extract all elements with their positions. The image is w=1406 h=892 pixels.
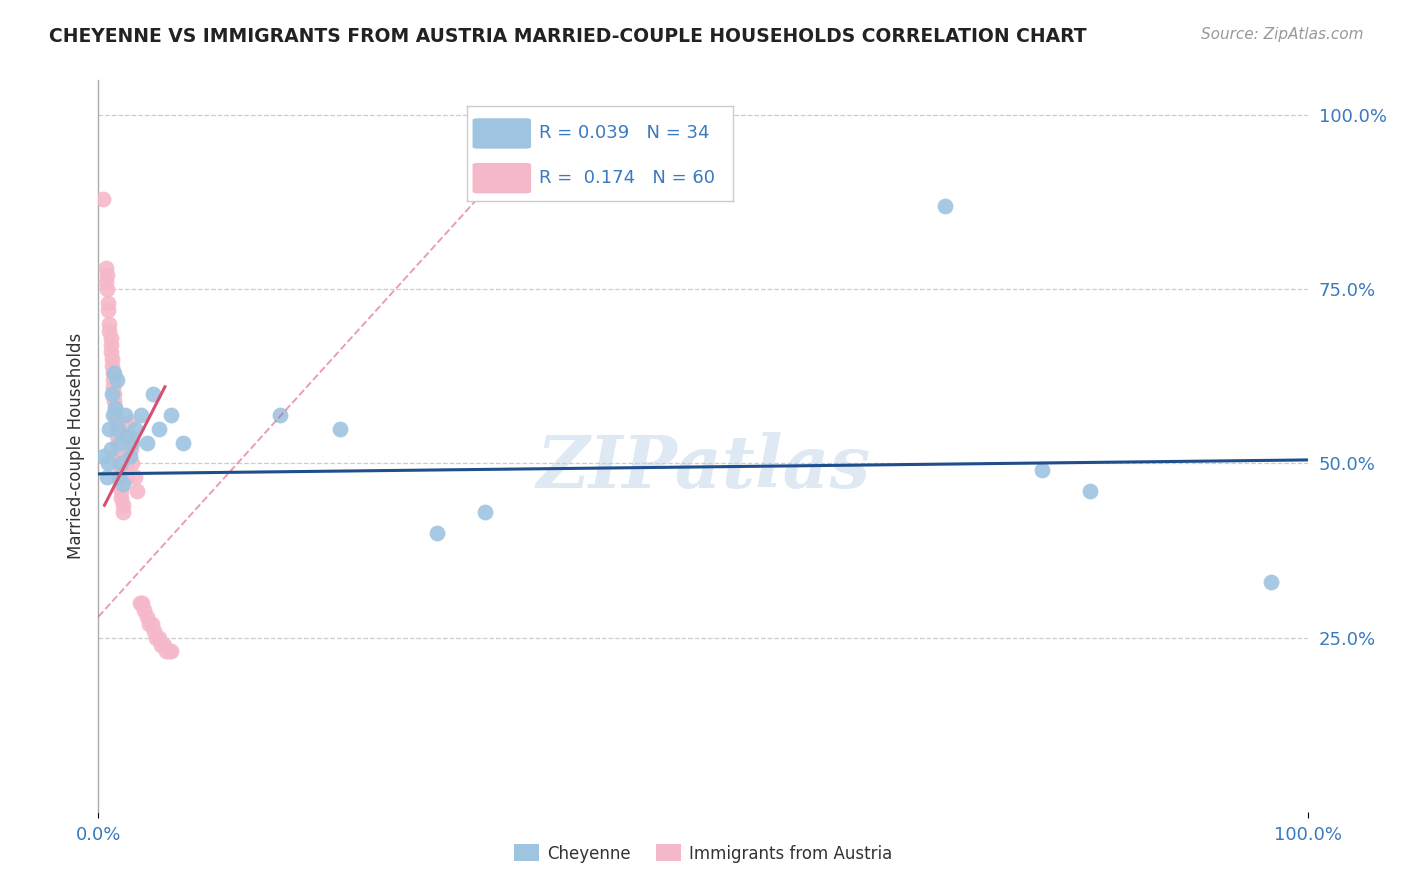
Point	[138, 616, 160, 631]
Point	[101, 366, 124, 380]
Point	[152, 638, 174, 652]
Point	[103, 366, 125, 380]
Point	[105, 428, 128, 442]
Point	[145, 631, 167, 645]
Point	[103, 386, 125, 401]
Point	[155, 644, 177, 658]
Point	[141, 616, 163, 631]
Point	[115, 457, 138, 471]
Point	[121, 457, 143, 471]
Point	[104, 401, 127, 415]
Point	[96, 470, 118, 484]
Y-axis label: Married-couple Households: Married-couple Households	[66, 333, 84, 559]
Point	[97, 457, 120, 471]
Point	[101, 380, 124, 394]
Point	[104, 401, 127, 415]
Point	[160, 408, 183, 422]
Point	[94, 261, 117, 276]
Point	[117, 470, 139, 484]
Point	[93, 450, 115, 464]
Point	[104, 408, 127, 422]
Point	[135, 435, 157, 450]
Point	[108, 470, 131, 484]
Point	[100, 386, 122, 401]
Point	[96, 282, 118, 296]
Point	[148, 421, 170, 435]
Point	[1078, 484, 1101, 499]
Point	[98, 421, 121, 435]
Point	[100, 351, 122, 366]
Point	[108, 457, 131, 471]
Point	[111, 477, 134, 491]
Point	[1260, 574, 1282, 589]
Text: ZIPatlas: ZIPatlas	[536, 433, 870, 503]
Point	[108, 450, 131, 464]
Point	[117, 428, 139, 442]
Point	[127, 484, 149, 499]
Point	[111, 498, 134, 512]
Legend: Cheyenne, Immigrants from Austria: Cheyenne, Immigrants from Austria	[508, 838, 898, 869]
Point	[112, 435, 135, 450]
Point	[111, 505, 134, 519]
Text: Source: ZipAtlas.com: Source: ZipAtlas.com	[1201, 27, 1364, 42]
Point	[100, 359, 122, 373]
Point	[107, 435, 129, 450]
Point	[107, 442, 129, 457]
Point	[329, 421, 352, 435]
Point	[108, 435, 131, 450]
Point	[100, 338, 122, 352]
Point	[150, 638, 173, 652]
Point	[105, 373, 128, 387]
Point	[160, 644, 183, 658]
Point	[108, 470, 131, 484]
Point	[1031, 463, 1053, 477]
Point	[157, 644, 180, 658]
Point	[124, 421, 146, 435]
Point	[143, 624, 166, 638]
Point	[94, 275, 117, 289]
Point	[100, 331, 122, 345]
Point	[98, 317, 121, 331]
Point	[124, 470, 146, 484]
Point	[118, 415, 141, 429]
Point	[103, 393, 125, 408]
Point	[114, 442, 136, 457]
Point	[101, 408, 124, 422]
Point	[129, 408, 152, 422]
Point	[131, 596, 153, 610]
Point	[105, 421, 128, 435]
Point	[934, 199, 956, 213]
Point	[91, 192, 114, 206]
Point	[100, 345, 122, 359]
Point	[110, 491, 132, 506]
Point	[112, 428, 135, 442]
Point	[121, 435, 143, 450]
Point	[97, 303, 120, 318]
Point	[98, 324, 121, 338]
Point	[135, 609, 157, 624]
Point	[96, 268, 118, 283]
Point	[474, 505, 496, 519]
Point	[101, 373, 124, 387]
Point	[426, 526, 449, 541]
Point	[108, 477, 131, 491]
Point	[110, 484, 132, 499]
Point	[118, 428, 141, 442]
Point	[107, 421, 129, 435]
Point	[100, 442, 122, 457]
Point	[142, 386, 165, 401]
Point	[269, 408, 291, 422]
Point	[108, 463, 131, 477]
Point	[110, 457, 132, 471]
Point	[105, 415, 128, 429]
Point	[120, 442, 142, 457]
Point	[128, 596, 150, 610]
Point	[114, 408, 136, 422]
Point	[97, 296, 120, 310]
Point	[118, 450, 141, 464]
Point	[148, 631, 170, 645]
Point	[134, 603, 156, 617]
Point	[172, 435, 194, 450]
Text: CHEYENNE VS IMMIGRANTS FROM AUSTRIA MARRIED-COUPLE HOUSEHOLDS CORRELATION CHART: CHEYENNE VS IMMIGRANTS FROM AUSTRIA MARR…	[49, 27, 1087, 45]
